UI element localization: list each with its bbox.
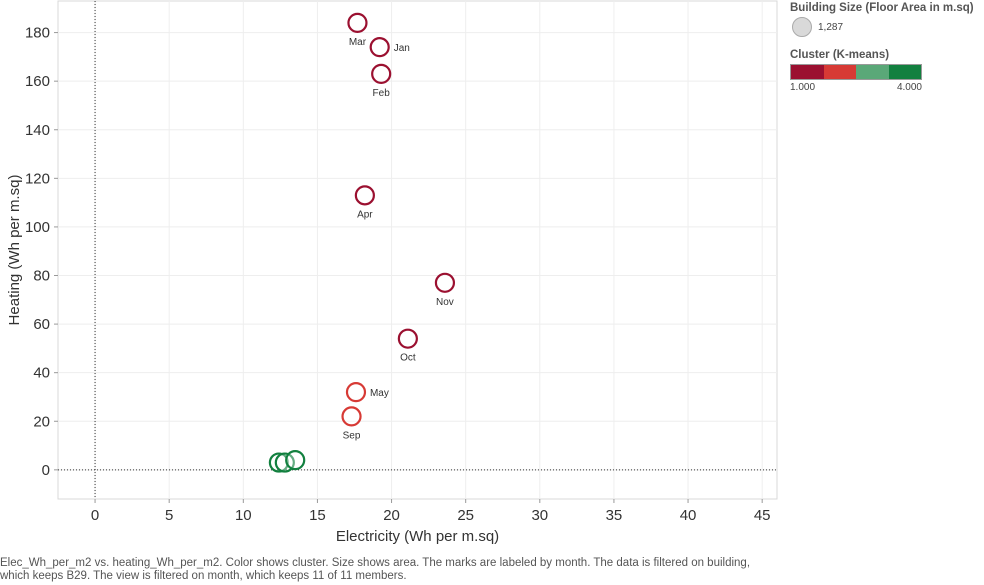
- cluster-min-label: 1.000: [790, 82, 816, 93]
- y-tick-label: 40: [33, 365, 50, 382]
- ramp-segment-4: [888, 65, 921, 79]
- y-tick-label: 60: [33, 316, 50, 333]
- x-axis-title: Electricity (Wh per m.sq): [336, 528, 499, 545]
- size-legend-circle: [792, 17, 812, 37]
- x-tick-label: 10: [235, 507, 252, 524]
- data-point: [347, 12, 368, 33]
- y-tick-label: 140: [25, 122, 50, 139]
- size-legend-item[interactable]: 1,287: [790, 17, 980, 37]
- cluster-color-ramp[interactable]: [790, 64, 922, 80]
- y-tick-label: 160: [25, 73, 50, 90]
- point-label: Jan: [394, 43, 410, 54]
- ramp-segment-2: [823, 65, 856, 79]
- x-tick-label: 35: [606, 507, 623, 524]
- x-tick-label: 40: [680, 507, 697, 524]
- x-tick-label: 5: [165, 507, 173, 524]
- scatter-chart: 0 5 10 15 20 25 30 35 40 45 0 20 40 60 80 100 120 140 160 1…: [6, 0, 778, 545]
- x-tick-label: 45: [754, 507, 771, 524]
- point-label: Apr: [357, 209, 373, 220]
- x-tick-label: 20: [383, 507, 400, 524]
- point-label: Mar: [349, 37, 367, 48]
- legend: Building Size (Floor Area in m.sq) 1,287…: [790, 2, 980, 93]
- y-tick-label: 120: [25, 170, 50, 187]
- data-point: [345, 382, 367, 403]
- chart-caption: Elec_Wh_per_m2 vs. heating_Wh_per_m2. Co…: [0, 557, 751, 582]
- point-label: Oct: [400, 353, 416, 364]
- ramp-segment-1: [791, 65, 824, 79]
- plot-area: [57, 0, 778, 500]
- data-point: [354, 185, 375, 206]
- size-legend-value: 1,287: [818, 21, 844, 33]
- data-point: [397, 328, 418, 349]
- x-tick-label: 15: [309, 507, 326, 524]
- y-tick-label: 0: [42, 462, 50, 479]
- size-legend-title: Building Size (Floor Area in m.sq): [790, 2, 974, 14]
- y-tick-label: 20: [33, 413, 50, 430]
- y-tick-label: 180: [25, 25, 50, 42]
- y-tick-label: 100: [25, 219, 50, 236]
- point-label: Sep: [343, 430, 361, 441]
- cluster-legend-title: Cluster (K-means): [790, 49, 890, 61]
- data-point: [341, 406, 362, 427]
- cluster-max-label: 4.000: [896, 82, 922, 93]
- point-label: May: [370, 388, 389, 399]
- x-tick-label: 25: [457, 507, 474, 524]
- x-tick-label: 30: [531, 507, 548, 524]
- data-point: [371, 63, 392, 84]
- data-point: [434, 272, 456, 293]
- x-tick-label: 0: [91, 507, 99, 524]
- ramp-segment-3: [856, 65, 889, 79]
- cluster-ramp-labels: 1.000 4.000: [790, 82, 922, 93]
- data-point: [285, 450, 306, 471]
- data-point: [369, 37, 390, 58]
- data-point: [268, 452, 289, 473]
- point-label: Nov: [436, 297, 454, 308]
- y-axis-title: Heating (Wh per m.sq): [6, 175, 23, 326]
- y-tick-label: 80: [33, 268, 50, 285]
- point-label: Feb: [373, 88, 391, 99]
